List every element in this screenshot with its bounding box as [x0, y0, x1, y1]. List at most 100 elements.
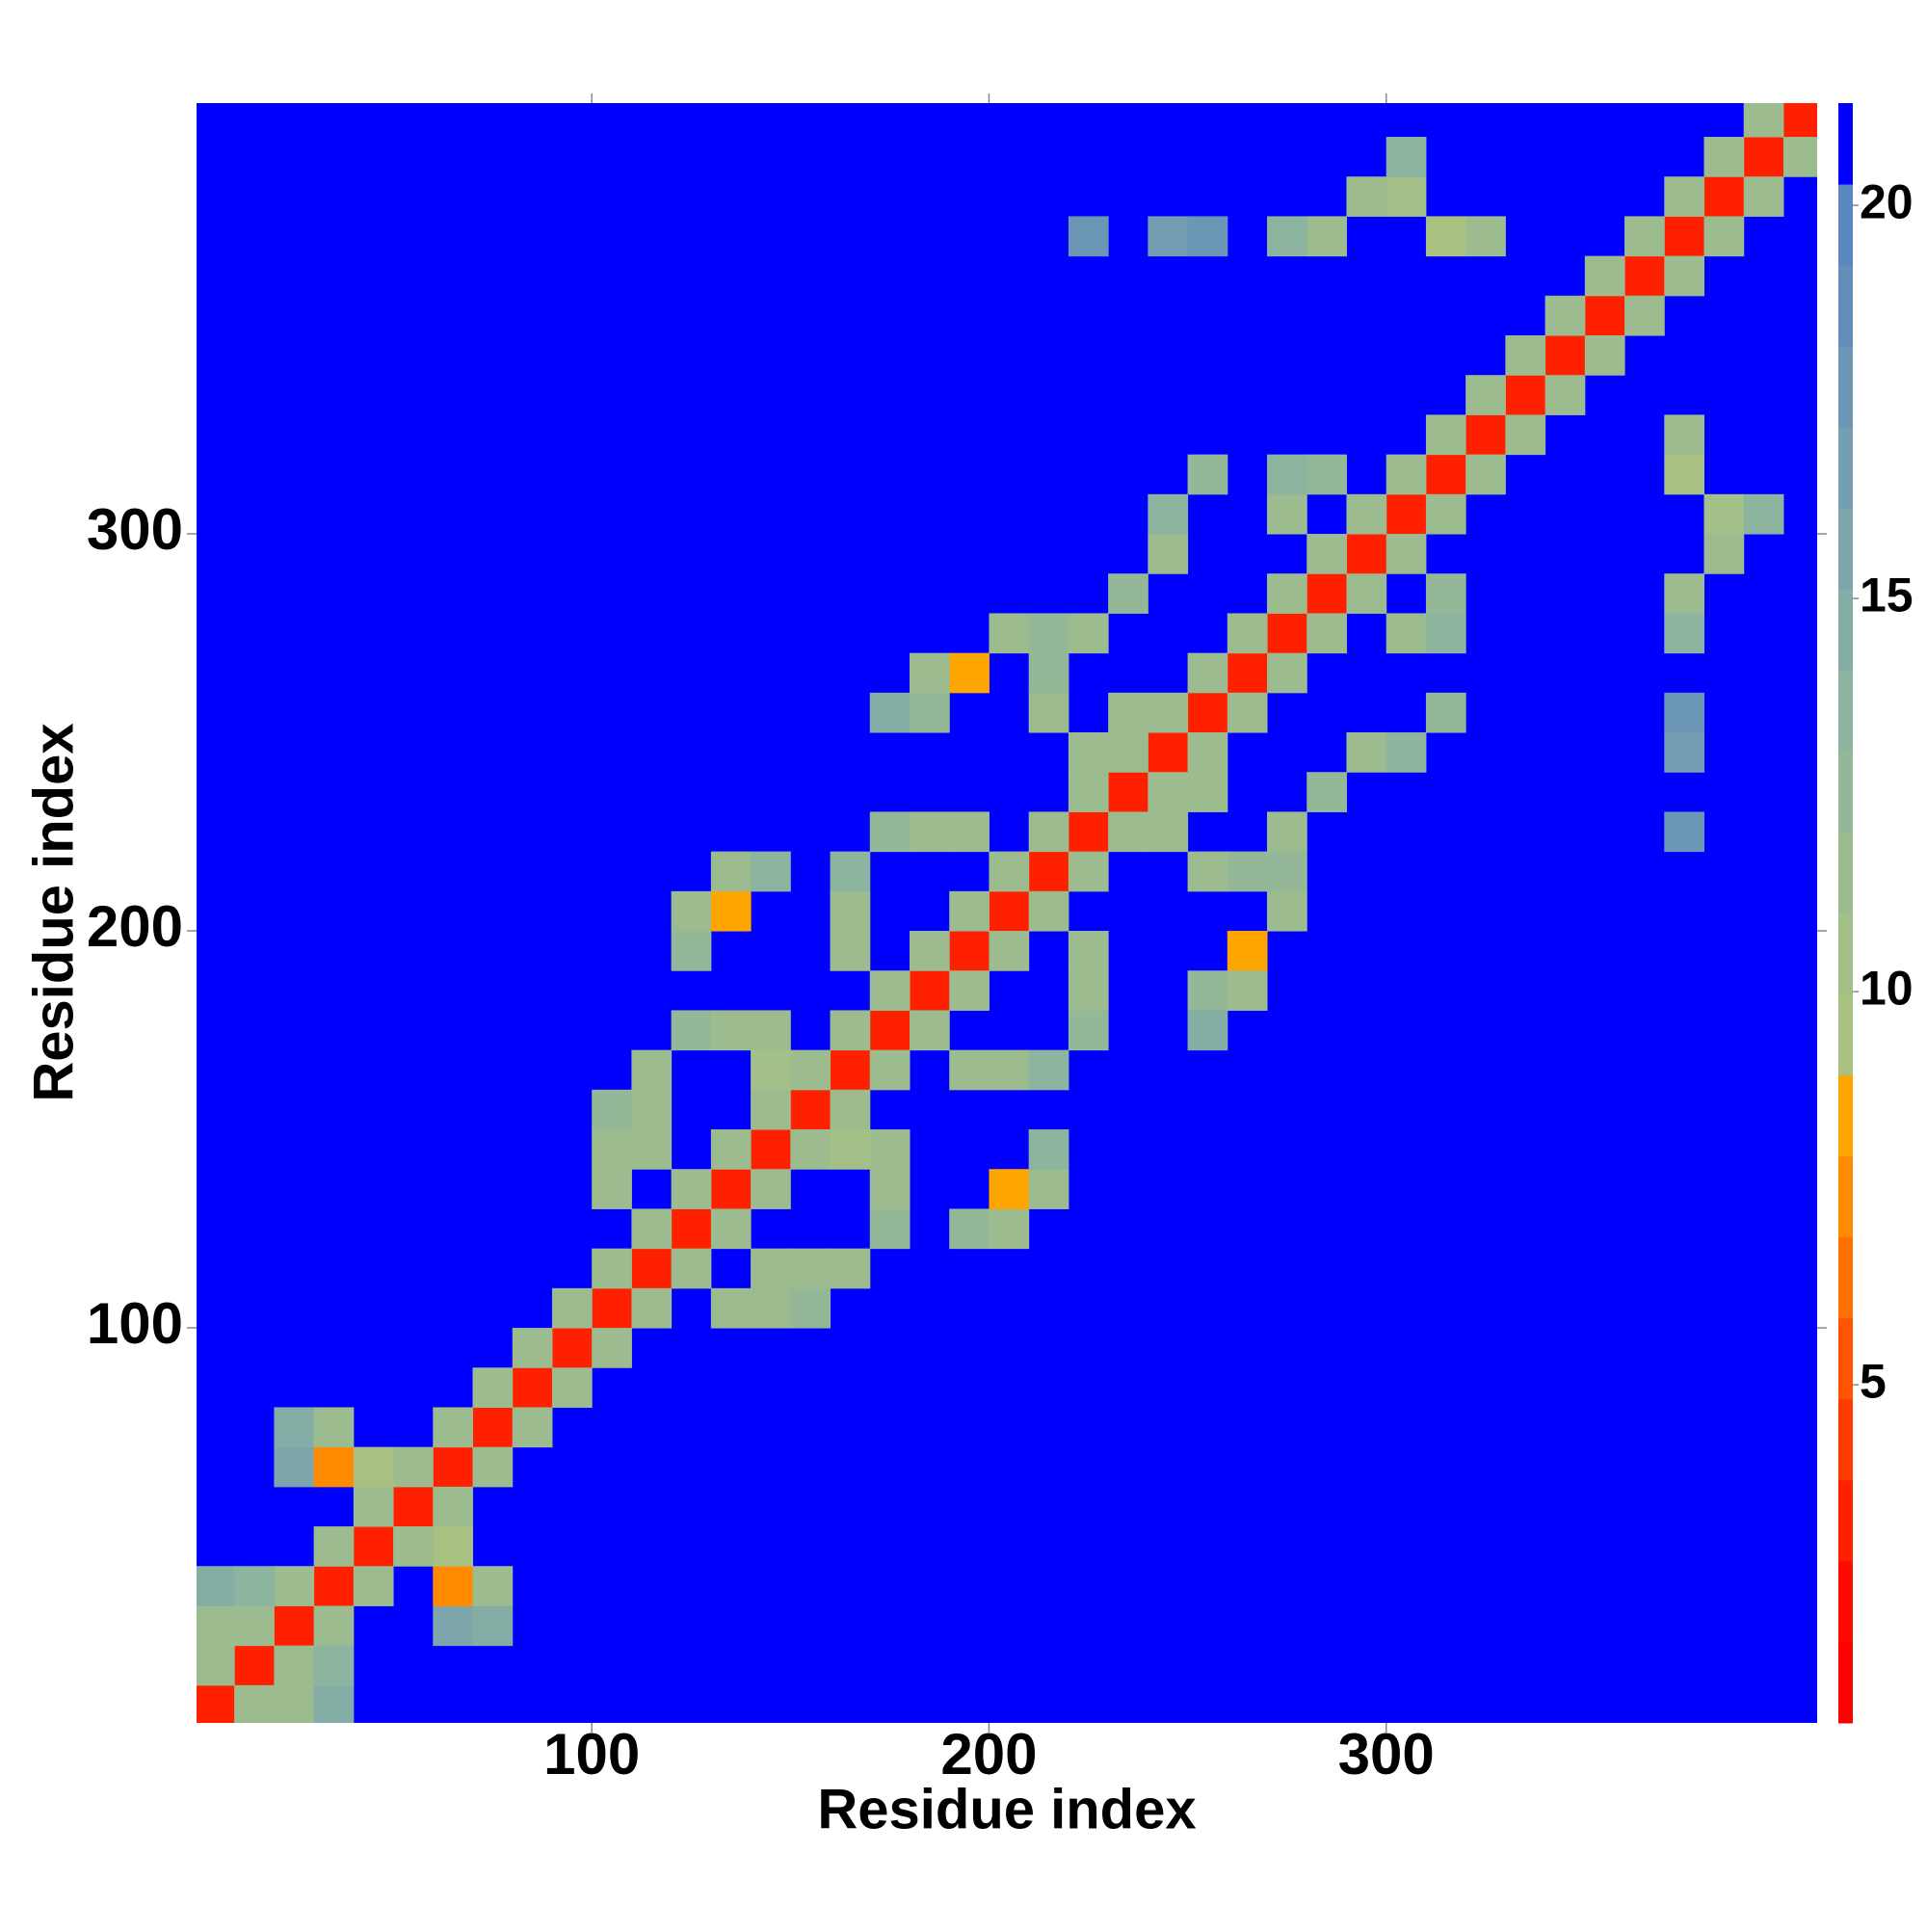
heatmap-cell [472, 1367, 514, 1408]
heatmap-cell [671, 1169, 712, 1209]
heatmap-cell [1028, 811, 1069, 853]
colorbar-segment [1838, 427, 1853, 509]
heatmap-cell [710, 851, 752, 892]
heatmap-cell [1703, 137, 1745, 177]
colorbar-segment [1838, 1317, 1853, 1400]
heatmap-cell [274, 1407, 315, 1448]
heatmap-cell [1307, 613, 1347, 654]
heatmap-cell [1068, 216, 1109, 257]
heatmap-cell [790, 1287, 832, 1329]
heatmap-cell [1227, 652, 1268, 694]
heatmap-cell [909, 692, 950, 733]
heatmap-cell [1148, 216, 1189, 257]
heatmap-cell [710, 1287, 752, 1329]
colorbar-segment [1838, 1074, 1853, 1157]
heatmap-cell [393, 1486, 434, 1527]
heatmap-cell [1386, 137, 1427, 177]
colorbar-segment [1838, 913, 1853, 995]
heatmap-cell [671, 890, 712, 932]
heatmap-cell [909, 970, 950, 1011]
heatmap-cell [592, 1287, 632, 1329]
heatmap-cell [1028, 652, 1069, 694]
y-tick-label: 200 [87, 894, 183, 959]
heatmap-cell [1068, 811, 1109, 853]
x-axis-title: Residue index [817, 1778, 1196, 1840]
heatmap-cell [313, 1605, 355, 1647]
heatmap-cell [1227, 851, 1268, 892]
heatmap-cell [353, 1526, 394, 1567]
heatmap-cell [1664, 414, 1705, 456]
heatmap-cell [433, 1446, 474, 1488]
heatmap-cell [1187, 692, 1228, 733]
heatmap-cell [949, 931, 990, 971]
heatmap-cell [1386, 176, 1427, 217]
heatmap-cell [1425, 414, 1466, 456]
heatmap-cell [472, 1407, 514, 1448]
heatmap-cell [869, 1208, 911, 1250]
heatmap-cell [869, 1169, 911, 1209]
heatmap-cell [433, 1486, 474, 1527]
heatmap-cell [631, 1287, 673, 1329]
heatmap-cell [1743, 176, 1784, 217]
heatmap-cells [197, 103, 1817, 1723]
heatmap-cell [1703, 216, 1745, 257]
heatmap-cell [989, 1208, 1030, 1250]
heatmap-cell [1743, 103, 1784, 138]
y-tick-label: 300 [87, 497, 183, 562]
heatmap-cell [1108, 732, 1148, 773]
heatmap-cell [313, 1684, 355, 1723]
heatmap-cell [197, 1605, 235, 1647]
heatmap-cell [1465, 454, 1506, 495]
heatmap-cell [197, 1645, 235, 1686]
colorbar-segment [1838, 751, 1853, 833]
heatmap-cell [830, 851, 871, 892]
heatmap-cell [313, 1566, 355, 1606]
heatmap-cell [592, 1328, 632, 1368]
heatmap-cell [830, 1129, 871, 1170]
heatmap-cell [1227, 970, 1268, 1011]
heatmap-cell [1187, 732, 1228, 773]
heatmap-cell [1425, 216, 1466, 257]
heatmap-cell [1703, 493, 1745, 535]
heatmap-cell [1386, 613, 1427, 654]
heatmap-cell [1267, 216, 1307, 257]
heatmap-cell [1187, 970, 1228, 1011]
heatmap-cell [1267, 890, 1307, 932]
heatmap-cell [1148, 811, 1189, 853]
heatmap-cell [1187, 851, 1228, 892]
x-tick-label: 100 [543, 1722, 640, 1786]
heatmap-cell [1187, 652, 1228, 694]
heatmap-cell [710, 1010, 752, 1051]
heatmap-cell [1703, 176, 1745, 217]
heatmap-cell [989, 613, 1030, 654]
heatmap-cell [869, 970, 911, 1011]
heatmap-cell [1108, 573, 1148, 614]
heatmap-cell [433, 1407, 474, 1448]
heatmap-cell [1346, 573, 1387, 614]
heatmap-cell [1108, 811, 1148, 853]
colorbar-tick-label: 20 [1860, 174, 1914, 228]
heatmap-cell [1227, 692, 1268, 733]
heatmap-cell [1505, 335, 1546, 376]
heatmap-cell [1505, 375, 1546, 415]
heatmap-cell [710, 890, 752, 932]
heatmap-cell [790, 1089, 832, 1130]
heatmap-cell [274, 1645, 315, 1686]
heatmap-cell [1624, 295, 1665, 336]
heatmap-cell [433, 1605, 474, 1647]
heatmap-cell [949, 811, 990, 853]
heatmap-cell [1386, 454, 1427, 495]
heatmap-cell [472, 1605, 514, 1647]
heatmap-cell [909, 931, 950, 971]
heatmap-cell [1307, 454, 1347, 495]
heatmap-cell [1227, 613, 1268, 654]
heatmap-cell [751, 1169, 791, 1209]
heatmap-cell [1465, 414, 1506, 456]
colorbar-segment [1838, 1560, 1853, 1643]
heatmap-cell [592, 1248, 632, 1289]
heatmap-cell [274, 1605, 315, 1647]
colorbar-segment [1838, 1479, 1853, 1562]
heatmap-cell [313, 1446, 355, 1488]
heatmap-cell [989, 890, 1030, 932]
heatmap-cell [1267, 652, 1307, 694]
